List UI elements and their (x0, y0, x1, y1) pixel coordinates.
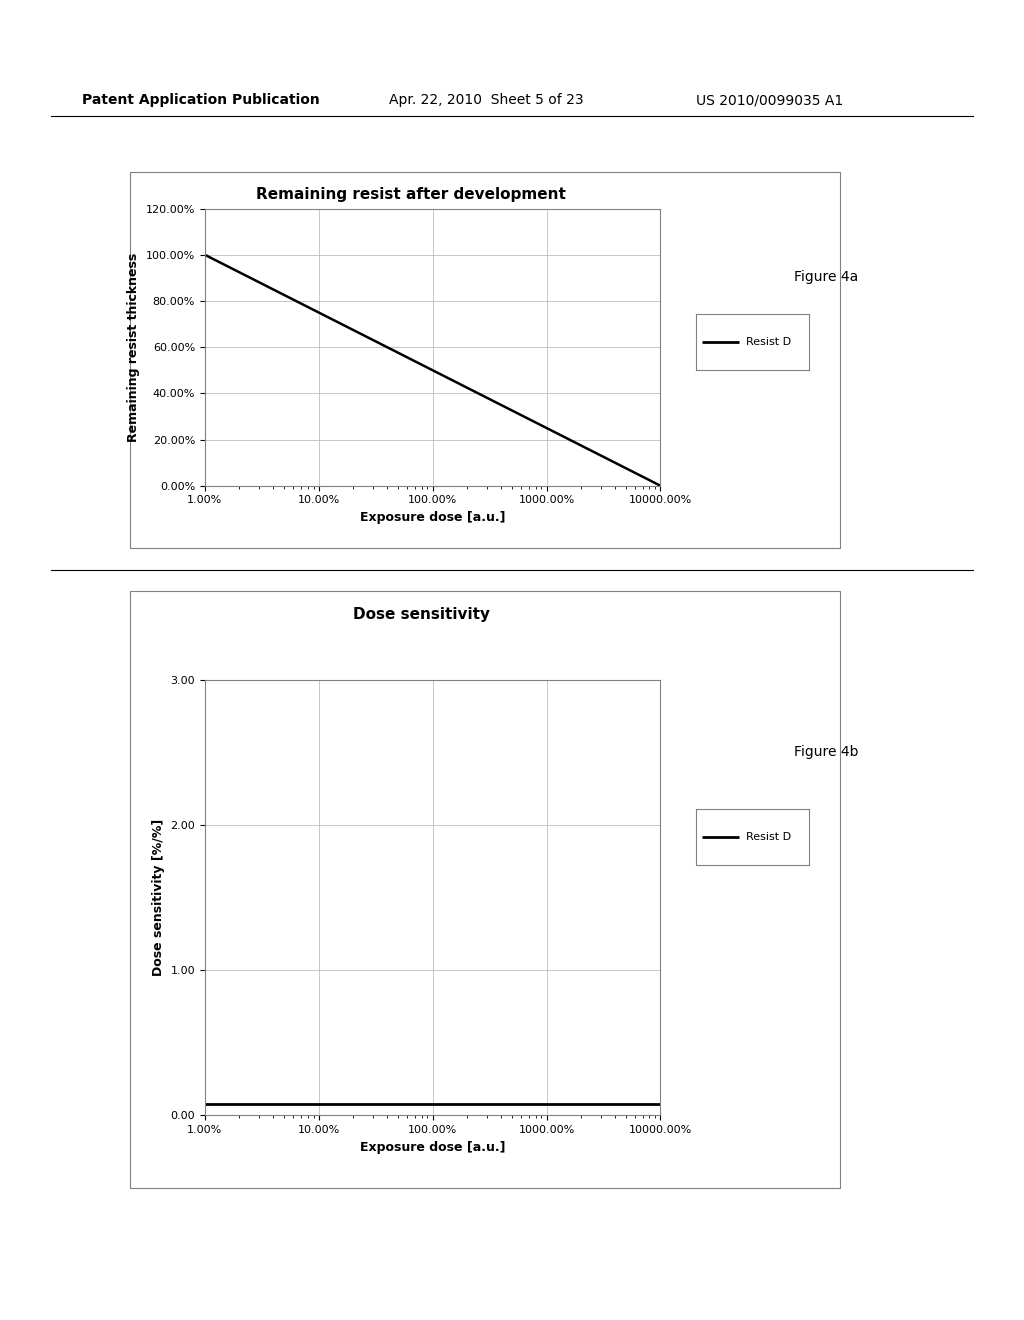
Text: Apr. 22, 2010  Sheet 5 of 23: Apr. 22, 2010 Sheet 5 of 23 (389, 94, 584, 107)
Y-axis label: Remaining resist thickness: Remaining resist thickness (127, 252, 140, 442)
Y-axis label: Dose sensitivity [%/%]: Dose sensitivity [%/%] (152, 818, 165, 977)
Text: Dose sensitivity: Dose sensitivity (353, 607, 489, 622)
X-axis label: Exposure dose [a.u.]: Exposure dose [a.u.] (359, 511, 506, 524)
Text: Figure 4b: Figure 4b (794, 746, 858, 759)
Text: US 2010/0099035 A1: US 2010/0099035 A1 (696, 94, 844, 107)
Text: Resist D: Resist D (745, 337, 791, 347)
Text: Resist D: Resist D (745, 832, 791, 842)
Text: Remaining resist after development: Remaining resist after development (256, 187, 565, 202)
Text: Figure 4a: Figure 4a (794, 271, 858, 284)
Text: Patent Application Publication: Patent Application Publication (82, 94, 319, 107)
X-axis label: Exposure dose [a.u.]: Exposure dose [a.u.] (359, 1140, 506, 1154)
